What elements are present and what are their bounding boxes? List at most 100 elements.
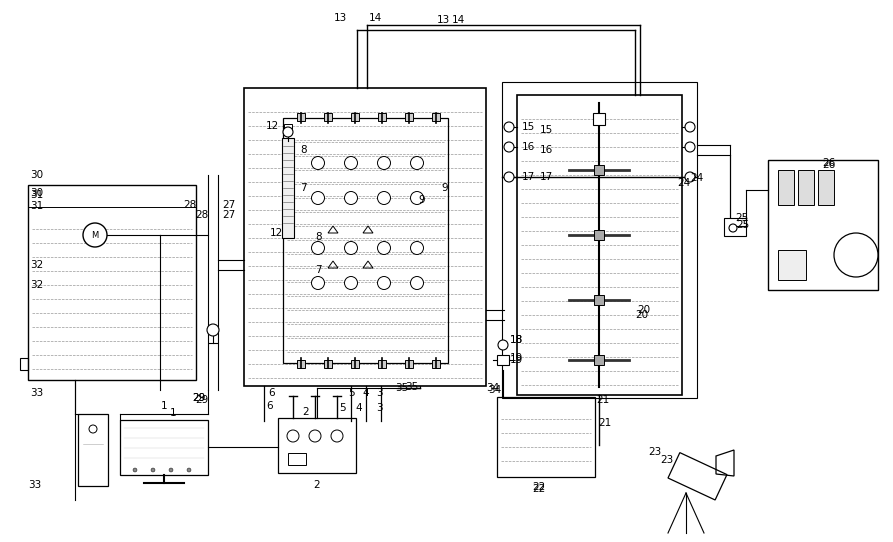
- Bar: [284, 124, 292, 132]
- Bar: [288, 453, 306, 465]
- Bar: [297, 113, 305, 121]
- Circle shape: [504, 142, 514, 152]
- Circle shape: [345, 276, 357, 289]
- Text: 16: 16: [522, 142, 535, 152]
- Bar: [432, 360, 440, 368]
- Text: 32: 32: [30, 260, 43, 270]
- Text: 30: 30: [30, 188, 43, 198]
- Bar: [20, 358, 28, 370]
- Text: 26: 26: [822, 160, 835, 170]
- Circle shape: [685, 142, 695, 152]
- Text: 18: 18: [510, 335, 523, 345]
- Text: 6: 6: [268, 388, 275, 398]
- Bar: [497, 397, 595, 477]
- Text: 17: 17: [540, 172, 554, 182]
- Circle shape: [504, 122, 514, 132]
- Text: 25: 25: [736, 220, 749, 230]
- Text: 33: 33: [28, 480, 41, 490]
- Circle shape: [345, 157, 357, 170]
- Bar: [297, 360, 305, 368]
- Text: 4: 4: [355, 403, 362, 413]
- Circle shape: [331, 430, 343, 442]
- Text: 15: 15: [522, 122, 535, 132]
- Text: 31: 31: [30, 201, 43, 211]
- Circle shape: [151, 468, 155, 472]
- Circle shape: [411, 276, 423, 289]
- Bar: [497, 355, 509, 365]
- Text: 9: 9: [441, 183, 447, 193]
- Circle shape: [498, 340, 508, 350]
- Text: 27: 27: [222, 200, 235, 210]
- Text: 2: 2: [302, 407, 309, 417]
- Circle shape: [312, 242, 324, 255]
- Text: 22: 22: [532, 484, 546, 494]
- Circle shape: [378, 191, 390, 204]
- Bar: [405, 113, 413, 121]
- Text: 29: 29: [195, 395, 208, 405]
- Text: 20: 20: [635, 310, 648, 320]
- Bar: [593, 113, 605, 125]
- Bar: [120, 420, 208, 475]
- Text: 14: 14: [369, 13, 382, 23]
- Text: 17: 17: [522, 172, 535, 182]
- Bar: [28, 185, 196, 380]
- Bar: [324, 360, 332, 368]
- Text: 24: 24: [690, 173, 704, 183]
- Bar: [724, 218, 746, 236]
- Text: 35: 35: [395, 383, 408, 393]
- Circle shape: [345, 242, 357, 255]
- Text: 25: 25: [735, 213, 748, 223]
- Bar: [244, 88, 486, 386]
- Text: 31: 31: [30, 190, 43, 200]
- Text: 7: 7: [300, 183, 306, 193]
- Circle shape: [834, 233, 878, 277]
- Circle shape: [685, 122, 695, 132]
- Text: 1: 1: [161, 401, 167, 411]
- Circle shape: [378, 276, 390, 289]
- Circle shape: [207, 324, 219, 336]
- Text: 13: 13: [437, 15, 450, 25]
- Circle shape: [685, 172, 695, 182]
- Text: 3: 3: [376, 388, 382, 398]
- Circle shape: [378, 242, 390, 255]
- Circle shape: [345, 191, 357, 204]
- Circle shape: [309, 430, 321, 442]
- Bar: [594, 230, 604, 240]
- Bar: [594, 355, 604, 365]
- Text: 19: 19: [510, 355, 523, 365]
- Bar: [778, 170, 794, 205]
- Bar: [594, 165, 604, 175]
- Circle shape: [83, 223, 107, 247]
- Circle shape: [729, 224, 737, 232]
- Text: 28: 28: [195, 210, 208, 220]
- Text: 29: 29: [192, 393, 205, 403]
- Text: 1: 1: [170, 408, 177, 418]
- Text: 23: 23: [648, 447, 661, 457]
- Circle shape: [504, 172, 514, 182]
- Circle shape: [283, 127, 293, 137]
- Bar: [768, 160, 878, 290]
- Text: 27: 27: [222, 210, 235, 220]
- Text: 14: 14: [452, 15, 465, 25]
- Circle shape: [89, 425, 97, 433]
- Text: 30: 30: [30, 170, 43, 180]
- Circle shape: [169, 468, 173, 472]
- Circle shape: [312, 157, 324, 170]
- Bar: [405, 360, 413, 368]
- Circle shape: [187, 468, 191, 472]
- Bar: [324, 113, 332, 121]
- Text: 9: 9: [418, 195, 425, 205]
- Circle shape: [133, 468, 137, 472]
- Text: 12: 12: [266, 121, 280, 131]
- Text: 26: 26: [822, 158, 835, 168]
- Bar: [282, 138, 294, 238]
- Text: 21: 21: [596, 395, 609, 405]
- Text: 28: 28: [183, 200, 196, 210]
- Bar: [502, 82, 697, 398]
- Circle shape: [411, 157, 423, 170]
- Text: 22: 22: [532, 482, 546, 492]
- Text: 15: 15: [540, 125, 554, 135]
- Text: 2: 2: [313, 480, 321, 490]
- Text: 20: 20: [637, 305, 650, 315]
- Bar: [668, 453, 727, 500]
